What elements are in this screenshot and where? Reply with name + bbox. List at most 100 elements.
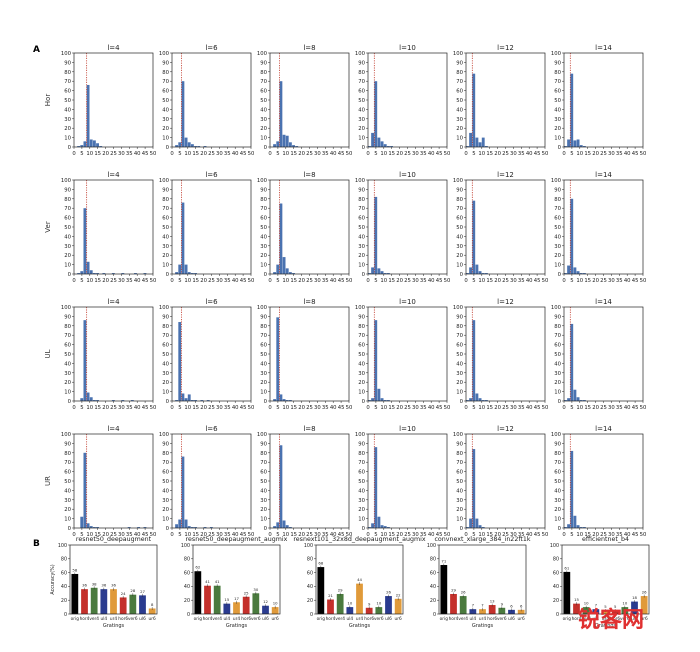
hist-bar	[83, 208, 87, 274]
y-tick-label: 30	[456, 117, 463, 123]
x-tick-label: 25	[600, 278, 607, 284]
hist-bar	[484, 146, 488, 147]
hist-bar	[472, 73, 476, 147]
y-tick-label: 10	[162, 263, 169, 269]
y-tick-label: 0	[166, 399, 170, 405]
hist-bar	[285, 268, 289, 274]
x-tick-label: 25	[404, 405, 411, 411]
y-tick-label: 60	[61, 570, 67, 576]
y-tick-label: 90	[456, 314, 463, 320]
row-label-ul: UL	[44, 349, 52, 358]
y-tick-label: 50	[358, 352, 365, 358]
hist-bar	[279, 81, 283, 147]
y-tick-label: 20	[64, 380, 71, 386]
hist-bar	[466, 146, 469, 147]
x-tick-label: 10	[380, 532, 387, 538]
y-tick-label: 60	[64, 470, 71, 476]
x-tick-label: 20	[592, 532, 599, 538]
y-tick-label: 50	[162, 98, 169, 104]
y-tick-label: 50	[456, 352, 463, 358]
hist-bar	[478, 525, 482, 528]
y-tick-label: 80	[64, 197, 71, 203]
hist-bar	[184, 519, 188, 528]
x-tick-label: ul4	[470, 616, 477, 622]
y-tick-label: 20	[260, 380, 267, 386]
y-tick-label: 20	[162, 126, 169, 132]
y-tick-label: 30	[260, 244, 267, 250]
y-tick-label: 80	[456, 451, 463, 457]
bar-value-label: 58	[72, 567, 77, 572]
x-tick-label: 0	[464, 405, 468, 411]
bar-value-label: 8	[151, 602, 154, 607]
y-tick-label: 10	[554, 263, 561, 269]
y-tick-label: 70	[554, 460, 561, 466]
hist-bar	[390, 146, 393, 147]
x-tick-label: 40	[624, 151, 631, 157]
x-tick-label: 25	[502, 151, 509, 157]
x-tick-label: 30	[216, 151, 223, 157]
y-tick-label: 100	[61, 432, 72, 438]
y-tick-label: 20	[554, 380, 561, 386]
x-tick-label: 0	[268, 278, 272, 284]
x-tick-label: 50	[346, 532, 353, 538]
y-tick-label: 90	[554, 60, 561, 66]
y-tick-label: 60	[358, 470, 365, 476]
y-tick-label: 40	[554, 107, 561, 113]
bar	[262, 605, 269, 614]
x-tick-label: 5	[472, 532, 475, 538]
y-tick-label: 70	[358, 460, 365, 466]
y-tick-label: 30	[554, 244, 561, 250]
hist-bar	[80, 516, 84, 528]
bar-value-label: 15	[574, 597, 579, 602]
x-tick-label: 50	[542, 405, 549, 411]
x-tick-label: 5	[374, 532, 377, 538]
y-tick-label: 70	[260, 79, 267, 85]
hist-title: l=10	[399, 44, 416, 52]
x-tick-label: 20	[102, 405, 109, 411]
hist-bar	[481, 273, 485, 274]
x-tick-label: 20	[396, 278, 403, 284]
hist-title: l=6	[205, 425, 218, 433]
x-tick-label: 25	[600, 405, 607, 411]
hist-bar	[288, 272, 292, 274]
x-tick-label: 50	[150, 405, 157, 411]
hist-bar	[564, 146, 567, 147]
x-tick-label: 10	[478, 532, 485, 538]
bar	[90, 587, 98, 614]
x-tick-label: 30	[118, 278, 125, 284]
x-tick-label: 15	[290, 151, 297, 157]
hist-bar	[567, 139, 571, 147]
hist-bar	[383, 400, 387, 401]
x-tick-label: 25	[600, 532, 607, 538]
y-tick-label: 40	[64, 234, 71, 240]
x-tick-label: 25	[404, 278, 411, 284]
hist-bar	[380, 525, 384, 528]
hist-bar	[203, 146, 207, 147]
hist-bar	[475, 264, 479, 274]
y-tick-label: 60	[184, 570, 190, 576]
y-tick-label: 60	[260, 89, 267, 95]
x-tick-label: 20	[298, 405, 305, 411]
x-tick-label: 30	[608, 278, 615, 284]
hist-bar	[295, 146, 299, 147]
y-tick-label: 70	[64, 460, 71, 466]
x-tick-label: ur4	[602, 616, 609, 622]
axes-frame	[563, 179, 644, 275]
hist-bar	[478, 271, 482, 274]
x-tick-label: 25	[404, 532, 411, 538]
x-tick-label: 35	[616, 532, 623, 538]
hist-bar	[127, 527, 131, 528]
x-tick-label: 0	[170, 151, 174, 157]
x-tick-label: 20	[592, 405, 599, 411]
hist-bar	[206, 400, 210, 401]
y-tick-label: 30	[456, 244, 463, 250]
bar	[129, 594, 137, 614]
hist-bar	[288, 527, 292, 528]
bar-value-label: 36	[101, 583, 106, 588]
y-tick-label: 70	[162, 460, 169, 466]
x-tick-label: 40	[526, 532, 533, 538]
